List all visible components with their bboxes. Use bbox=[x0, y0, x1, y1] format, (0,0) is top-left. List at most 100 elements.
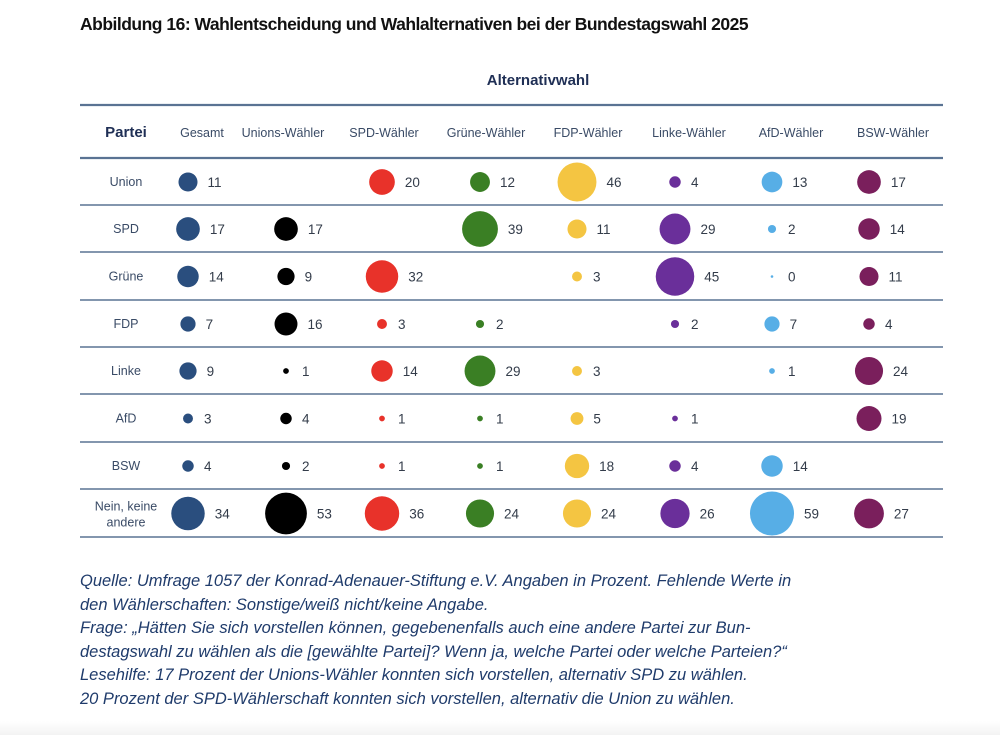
bubble-table-chart: Alternativwahl Partei Gesamt Unions-Wähler… bbox=[80, 72, 943, 538]
bubble bbox=[465, 499, 495, 528]
data-label: 19 bbox=[892, 412, 907, 427]
bubble bbox=[177, 265, 199, 288]
column-header: SPD-Wähler bbox=[349, 126, 418, 140]
bubble bbox=[764, 316, 780, 332]
bubble bbox=[283, 368, 289, 374]
bubble bbox=[669, 460, 681, 472]
bubble bbox=[767, 224, 777, 234]
data-label: 17 bbox=[891, 175, 906, 190]
bubble bbox=[379, 415, 385, 422]
bubble bbox=[265, 492, 307, 535]
table-row: AfD 3 4 1 1 5 1 19 bbox=[116, 405, 907, 432]
data-label: 29 bbox=[700, 222, 715, 237]
data-label: 0 bbox=[788, 270, 796, 285]
column-header: FDP-Wähler bbox=[554, 126, 623, 140]
bubble bbox=[858, 218, 880, 240]
table-row: SPD 17 17 39 11 29 2 14 bbox=[113, 211, 905, 247]
note-line: destagswahl zu wählen als die [gewählte … bbox=[80, 642, 787, 661]
data-label: 11 bbox=[597, 222, 611, 237]
data-label: 2 bbox=[302, 459, 310, 474]
bubble bbox=[863, 318, 875, 330]
bubble bbox=[770, 275, 774, 278]
bubble bbox=[379, 463, 385, 469]
data-label: 4 bbox=[302, 412, 310, 427]
data-label: 9 bbox=[305, 270, 313, 285]
bubble bbox=[857, 170, 881, 194]
data-label: 29 bbox=[505, 364, 520, 379]
bubble bbox=[672, 415, 678, 422]
note-line: Frage: „Hätten Sie sich vorstellen könne… bbox=[80, 619, 751, 637]
bubble bbox=[369, 169, 395, 195]
data-label: 27 bbox=[894, 507, 909, 522]
data-label: 45 bbox=[704, 270, 719, 285]
bubble bbox=[377, 319, 387, 329]
notes: Quelle: Umfrage 1057 der Konrad-Adenauer… bbox=[80, 570, 960, 711]
data-label: 3 bbox=[398, 317, 406, 332]
row-label: BSW bbox=[112, 459, 141, 473]
bottom-fade bbox=[0, 721, 1000, 735]
data-label: 7 bbox=[206, 317, 214, 332]
row-label: AfD bbox=[116, 412, 137, 426]
bubble bbox=[557, 162, 597, 202]
data-label: 1 bbox=[398, 459, 406, 474]
row-label: Nein, keine bbox=[95, 500, 158, 514]
data-label: 46 bbox=[606, 175, 621, 190]
data-label: 39 bbox=[508, 222, 523, 237]
bubble bbox=[854, 498, 884, 529]
data-label: 1 bbox=[496, 412, 504, 427]
bubble bbox=[182, 460, 194, 472]
bubble bbox=[854, 356, 884, 386]
data-label: 5 bbox=[593, 412, 601, 427]
data-label: 4 bbox=[204, 459, 212, 474]
data-label: 14 bbox=[209, 270, 225, 285]
bubble bbox=[464, 355, 496, 387]
data-label: 59 bbox=[804, 507, 819, 522]
data-label: 14 bbox=[793, 459, 809, 474]
table-row: BSW 4 2 1 1 18 4 14 bbox=[112, 453, 809, 479]
data-label: 16 bbox=[307, 317, 322, 332]
bubble bbox=[670, 319, 680, 329]
bubble bbox=[371, 360, 393, 382]
row-label: SPD bbox=[113, 222, 139, 236]
data-label: 4 bbox=[691, 175, 699, 190]
data-label: 24 bbox=[504, 507, 520, 522]
column-header: Gesamt bbox=[180, 126, 224, 140]
data-label: 11 bbox=[889, 270, 903, 285]
data-label: 4 bbox=[885, 317, 893, 332]
data-label: 13 bbox=[792, 175, 807, 190]
bubble bbox=[655, 257, 695, 296]
data-label: 2 bbox=[788, 222, 796, 237]
bubble bbox=[572, 271, 582, 282]
supertitle: Alternativwahl bbox=[487, 72, 590, 89]
data-label: 1 bbox=[691, 412, 699, 427]
row-label: Union bbox=[110, 175, 143, 189]
data-label: 17 bbox=[308, 222, 323, 237]
data-label: 4 bbox=[691, 459, 699, 474]
note-line: 20 Prozent der SPD-Wählerschaft konnten … bbox=[80, 689, 735, 708]
table-row: Grüne 14 9 32 3 45 0 11 bbox=[109, 257, 903, 296]
data-label: 1 bbox=[398, 412, 406, 427]
data-label: 3 bbox=[204, 412, 212, 427]
bubble bbox=[749, 491, 795, 536]
bubble bbox=[669, 176, 681, 188]
data-label: 12 bbox=[500, 175, 515, 190]
bubble bbox=[180, 316, 196, 332]
row-label: andere bbox=[107, 516, 146, 530]
column-header: BSW-Wähler bbox=[857, 126, 929, 140]
bubble bbox=[564, 453, 590, 479]
bubble bbox=[274, 312, 298, 336]
bubble bbox=[365, 260, 399, 293]
bubble bbox=[183, 413, 193, 424]
row-label: Linke bbox=[111, 364, 141, 378]
bubble bbox=[462, 211, 498, 247]
table-row: Nein, keine andere 34 53 36 24 24 26 59 27 bbox=[95, 491, 909, 536]
data-label: 2 bbox=[691, 317, 699, 332]
bubble bbox=[562, 499, 592, 528]
bubble bbox=[567, 219, 587, 239]
bubble bbox=[856, 405, 882, 432]
bubble bbox=[572, 366, 582, 376]
data-label: 9 bbox=[207, 364, 215, 379]
row-label: FDP bbox=[114, 317, 139, 331]
data-label: 3 bbox=[593, 270, 601, 285]
bubble bbox=[178, 172, 198, 192]
